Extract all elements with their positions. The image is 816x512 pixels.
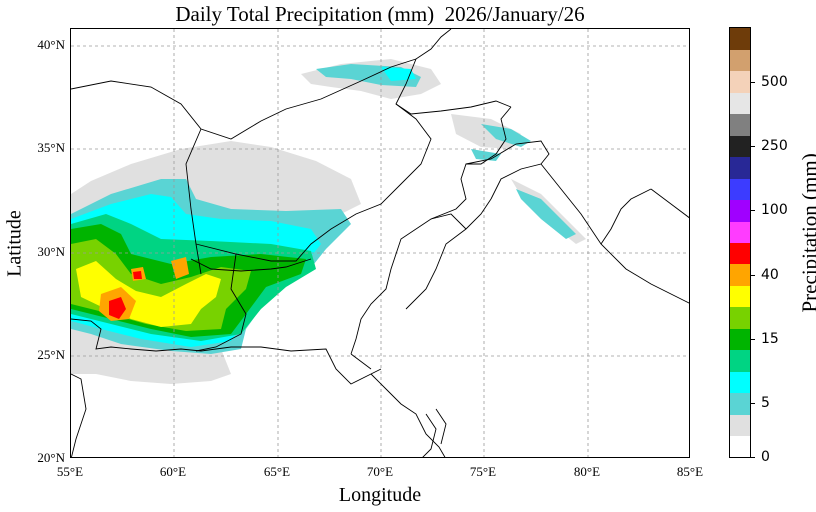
map-plot-area	[70, 28, 690, 458]
colorbar-tick	[751, 145, 755, 147]
colorbar-tick-label: 100	[761, 202, 788, 219]
colorbar-tick	[751, 274, 755, 276]
colorbar-segment	[730, 285, 750, 308]
colorbar-tick-label: 0	[761, 449, 770, 465]
colorbar-segment	[730, 135, 750, 158]
colorbar-tick-label: 15	[761, 331, 779, 348]
precipitation-map	[71, 29, 689, 457]
y-tick-label: 25°N	[37, 347, 65, 362]
colorbar-tick-label: 250	[761, 137, 788, 154]
colorbar-segment	[730, 328, 750, 351]
colorbar-tick-label: 5	[761, 395, 770, 412]
colorbar-segment	[730, 414, 750, 437]
colorbar-segment	[730, 242, 750, 265]
x-tick-label: 75°E	[469, 464, 497, 479]
colorbar	[729, 27, 751, 458]
x-tick-label: 55°E	[56, 464, 84, 479]
x-axis-label: Longitude	[338, 484, 422, 506]
x-tick-label: 60°E	[159, 464, 187, 479]
colorbar-segment	[730, 199, 750, 222]
colorbar-segment	[730, 263, 750, 286]
y-axis-label: Latitude	[3, 210, 26, 277]
x-tick-label: 85°E	[676, 464, 704, 479]
x-tick-label: 70°E	[366, 464, 394, 479]
colorbar-segment	[730, 392, 750, 415]
x-tick-label: 65°E	[263, 464, 291, 479]
map-title: Daily Total Precipitation (mm) 2026/Janu…	[175, 2, 585, 26]
colorbar-segment	[730, 70, 750, 93]
colorbar-segment	[730, 49, 750, 72]
colorbar-segment	[730, 113, 750, 136]
colorbar-segment	[730, 28, 750, 50]
colorbar-tick	[751, 339, 755, 341]
x-tick-label: 80°E	[573, 464, 601, 479]
y-tick-label: 30°N	[37, 244, 65, 259]
coastline-and-borders	[71, 29, 689, 457]
colorbar-segment	[730, 92, 750, 115]
gridlines	[71, 29, 689, 457]
colorbar-tick-label: 500	[761, 73, 788, 90]
colorbar-segment	[730, 178, 750, 201]
colorbar-tick	[751, 81, 755, 83]
colorbar-segment	[730, 435, 750, 458]
colorbar-tick	[751, 457, 755, 458]
colorbar-tick	[751, 403, 755, 405]
colorbar-title: Precipitation (mm)	[797, 153, 816, 313]
y-tick-label: 35°N	[37, 140, 65, 155]
colorbar-segment	[730, 221, 750, 243]
colorbar-segment	[730, 156, 750, 179]
colorbar-tick-label: 40	[761, 266, 779, 283]
y-tick-label: 20°N	[37, 450, 65, 465]
colorbar-segment	[730, 306, 750, 329]
colorbar-segment	[730, 349, 750, 372]
colorbar-segment	[730, 371, 750, 394]
colorbar-tick	[751, 210, 755, 212]
precip-field-red	[109, 271, 142, 319]
y-tick-label: 40°N	[37, 37, 65, 52]
